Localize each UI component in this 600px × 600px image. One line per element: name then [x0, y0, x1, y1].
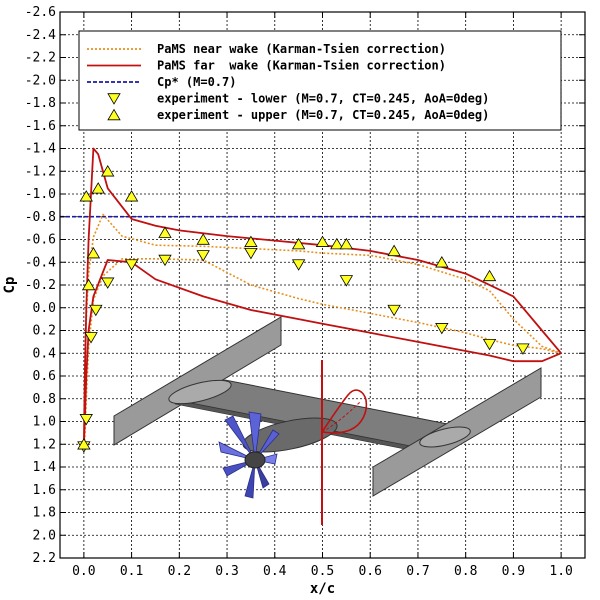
y-tick-label: 2.2 [33, 551, 56, 566]
y-tick-label: -0.4 [25, 255, 56, 270]
marker-upper [291, 237, 306, 250]
y-tick-label: 0.2 [33, 324, 56, 339]
marker-upper [482, 269, 497, 282]
legend-marker [107, 93, 121, 105]
y-tick-label: -1.2 [25, 164, 56, 179]
legend-near-wake: PaMS near wake (Karman-Tsien correction) [87, 42, 446, 56]
marker-upper [124, 190, 139, 202]
x-tick-label: 0.1 [120, 564, 143, 579]
propeller [218, 411, 280, 499]
y-tick-label: -0.8 [25, 210, 56, 225]
y-tick-label: -1.0 [25, 187, 56, 202]
marker-upper [435, 256, 449, 268]
y-tick-label: 0.8 [33, 392, 56, 407]
axes: 0.0 0.1 0.2 0.3 0.4 0.5 0.6 0.7 0.8 0.9 1.0 -2.6 -2.… [2, 5, 586, 597]
marker-upper [79, 190, 93, 202]
x-tick-label: 0.3 [215, 564, 238, 579]
y-tick-label: 0.0 [33, 301, 56, 316]
y-tick-label: 1.4 [33, 460, 57, 475]
marker-lower [387, 304, 401, 317]
marker-upper [77, 438, 91, 450]
legend-marker [107, 108, 121, 121]
y-tick-label: 1.0 [33, 415, 56, 430]
marker-lower [244, 247, 258, 260]
slice-cp-trace-2 [321, 401, 361, 433]
x-tick-label: 0.6 [358, 564, 381, 579]
marker-upper [315, 235, 330, 247]
marker-upper [101, 165, 115, 177]
marker-lower [101, 277, 115, 289]
marker-lower [291, 259, 306, 271]
x-tick-label: 0.4 [263, 564, 287, 579]
marker-upper [158, 226, 172, 238]
legend-label: experiment - lower (M=0.7, CT=0.245, AoA… [157, 92, 489, 106]
legend-cp-star: Cp* (M=0.7) [87, 75, 236, 89]
y-tick-label: -1.8 [25, 96, 56, 111]
marker-upper [196, 233, 210, 245]
nacelle-right [419, 426, 471, 448]
y-tick-label: -1.6 [25, 119, 56, 134]
marker-upper [244, 235, 258, 247]
marker-lower [124, 259, 139, 271]
y-tick-label: -1.4 [25, 142, 56, 157]
legend-label: PaMS near wake (Karman-Tsien correction) [157, 42, 446, 56]
legend-exp-upper: experiment - upper (M=0.7, CT=0.245, AoA… [107, 108, 489, 122]
plot-frame [59, 11, 586, 559]
marker-upper [81, 278, 96, 291]
marker-lower [84, 332, 98, 344]
marker-lower [339, 275, 354, 287]
wing-propeller-illustration [113, 316, 542, 525]
y-tick-label: -0.2 [25, 278, 56, 293]
legend: PaMS near wake (Karman-Tsien correction)… [78, 30, 562, 131]
marker-upper [91, 182, 105, 194]
x-tick-label: 1.0 [549, 564, 572, 579]
marker-upper [339, 237, 354, 250]
legend-label: Cp* (M=0.7) [157, 75, 236, 89]
left-endplate [113, 316, 282, 446]
x-axis-label: x/c [310, 581, 335, 597]
marker-lower [158, 254, 172, 267]
legend-label: experiment - upper (M=0.7, CT=0.245, AoA… [157, 108, 489, 122]
y-tick-label: -2.0 [25, 73, 56, 88]
legend-far-wake: PaMS far wake (Karman-Tsien correction) [87, 59, 446, 73]
x-tick-label: 0.0 [72, 564, 95, 579]
marker-lower [435, 323, 449, 335]
y-tick-label: 0.4 [33, 346, 57, 361]
nacelle-left [168, 379, 232, 405]
marker-upper [330, 237, 344, 250]
x-tick-label: 0.9 [502, 564, 525, 579]
marker-upper [86, 246, 101, 259]
marker-lower [89, 304, 103, 317]
marker-lower [79, 414, 93, 426]
x-tick-label: 0.5 [311, 564, 334, 579]
y-tick-label: -2.6 [25, 5, 56, 20]
marker-lower [516, 343, 530, 355]
y-axis-label: Cp [2, 277, 18, 294]
markers-layer [77, 165, 530, 453]
slice-cp-trace [321, 389, 368, 434]
y-tick-label: -2.2 [25, 51, 56, 66]
legend-exp-lower: experiment - lower (M=0.7, CT=0.245, AoA… [107, 92, 489, 106]
legend-box [78, 30, 562, 131]
y-tick-label: 0.6 [33, 369, 56, 384]
x-tick-label: 0.7 [406, 564, 429, 579]
y-tick-label: 1.8 [33, 506, 56, 521]
y-tick-label: -0.6 [25, 233, 56, 248]
legend-label: PaMS far wake (Karman-Tsien correction) [157, 59, 446, 73]
x-tick-label: 0.8 [454, 564, 477, 579]
marker-upper [387, 244, 401, 257]
y-tick-label: 2.0 [33, 528, 56, 543]
y-tick-label: -2.4 [25, 28, 56, 43]
y-tick-label: 1.2 [33, 437, 56, 452]
marker-lower [196, 250, 210, 262]
x-tick-label: 0.2 [168, 564, 191, 579]
marker-lower [482, 338, 497, 351]
y-tick-label: 1.6 [33, 483, 56, 498]
